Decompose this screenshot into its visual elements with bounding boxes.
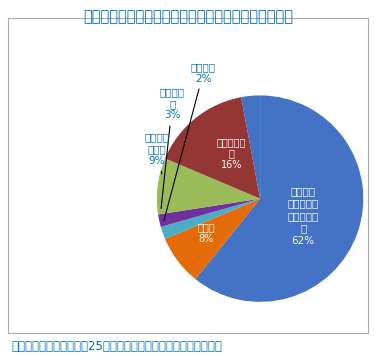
Wedge shape — [241, 96, 260, 199]
Text: 図表２　欺罔文言（だまし文句）別　認知件数の割合: 図表２ 欺罔文言（だまし文句）別 認知件数の割合 — [83, 9, 293, 24]
Text: 借金の返
済
3%: 借金の返 済 3% — [160, 87, 185, 208]
Text: その他
8%: その他 8% — [197, 222, 215, 244]
Text: （出所）警視庁　「平成25年における特殊詐欺の状況について」: （出所）警視庁 「平成25年における特殊詐欺の状況について」 — [11, 340, 222, 353]
Text: 妊娠トラブ
ル
16%: 妊娠トラブ ル 16% — [217, 137, 246, 170]
Text: 小切手等
が入った鞄
を置き忘れ
た
62%: 小切手等 が入った鞄 を置き忘れ た 62% — [288, 186, 319, 246]
Wedge shape — [165, 97, 260, 199]
Wedge shape — [157, 158, 260, 214]
Wedge shape — [165, 199, 260, 279]
Wedge shape — [196, 96, 363, 302]
Text: 会社の金
を横領
9%: 会社の金 を横領 9% — [144, 132, 169, 174]
Text: 株で失敗
2%: 株で失敗 2% — [164, 62, 216, 221]
Wedge shape — [158, 199, 260, 227]
Wedge shape — [161, 199, 260, 239]
